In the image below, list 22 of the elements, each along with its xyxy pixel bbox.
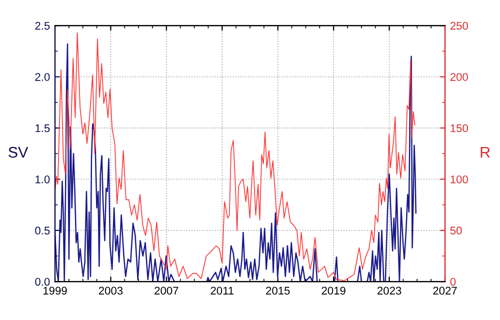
y-tick-label: 1.5: [36, 124, 50, 132]
y2-tick-label: 200: [450, 73, 468, 81]
y-tick-label: 0.0: [35, 278, 50, 286]
y2-tick-label: 100: [450, 175, 468, 184]
y-tick-label: 2.0: [35, 73, 50, 81]
y2-tick-label: 150: [450, 124, 468, 132]
y-tick-label: 0.5: [35, 226, 50, 235]
y2-tick-label: 50: [450, 226, 462, 235]
y2-tick-label: 0: [450, 278, 456, 286]
x-tick-label: 2007: [154, 286, 178, 295]
y2-tick-label: 250: [450, 22, 468, 30]
x-tick-label: 2015: [266, 286, 290, 295]
y-axis-title: SV: [8, 146, 28, 158]
x-tick-label: 2027: [433, 286, 457, 295]
x-tick-label: 2023: [377, 286, 402, 295]
x-tick-label: 1999: [43, 286, 67, 295]
x-tick-label: 2011: [210, 286, 234, 295]
y-tick-label: 2.5: [35, 22, 50, 30]
y-tick-label: 1.0: [36, 175, 50, 184]
x-tick-label: 2003: [98, 286, 123, 295]
y2-axis-title: R: [480, 147, 490, 158]
x-tick-label: 2019: [322, 286, 346, 295]
